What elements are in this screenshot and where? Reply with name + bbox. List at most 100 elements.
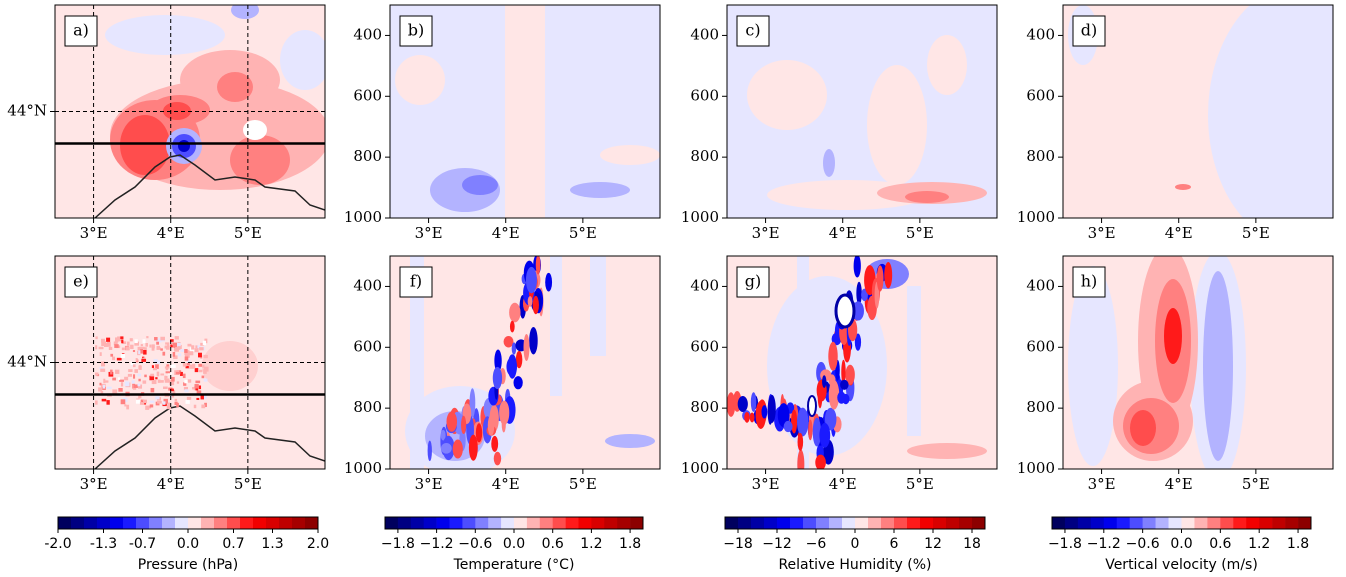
speckle	[101, 338, 105, 341]
speckle	[198, 363, 203, 367]
panel-frame	[389, 255, 661, 470]
y-tick-label: 400	[690, 276, 719, 294]
panel-frame	[726, 4, 998, 219]
colorbar-segment	[292, 517, 306, 529]
speckle	[135, 399, 141, 404]
field-d	[1063, 5, 1333, 218]
speckle	[487, 415, 495, 436]
x-tick-label: 3°E	[415, 224, 443, 242]
speckle	[175, 371, 181, 375]
colorbar-segment	[1259, 517, 1273, 529]
speckle	[182, 362, 187, 367]
speckle	[461, 415, 467, 435]
y-tick-label: 800	[353, 398, 382, 416]
colorbar-segment	[933, 517, 947, 529]
colorbar-segment	[1142, 517, 1156, 529]
speckle	[174, 336, 179, 340]
speckle	[171, 394, 175, 398]
speckle	[120, 353, 125, 358]
field-h	[1063, 256, 1333, 469]
colorbar-segment	[1077, 517, 1092, 529]
speckle	[112, 389, 118, 394]
speckle	[127, 373, 133, 377]
speckle	[165, 371, 171, 374]
field-f	[390, 256, 660, 469]
x-tick-label: 5°E	[569, 224, 597, 242]
speckle	[124, 404, 127, 407]
x-tick-label: 3°E	[415, 475, 443, 493]
speckle	[164, 375, 167, 381]
speckle	[117, 377, 121, 380]
colorbar-segment	[58, 517, 72, 529]
speckle	[196, 397, 200, 400]
speckle	[131, 380, 135, 384]
y-tick-label: 400	[353, 25, 382, 43]
y-tick-label: 600	[690, 337, 719, 355]
speckle	[160, 380, 164, 383]
speckle	[202, 364, 205, 368]
y-tick-label: 400	[690, 25, 719, 43]
speckle	[427, 440, 432, 462]
speckle	[162, 401, 166, 405]
speckle	[797, 407, 809, 437]
speckle	[133, 384, 138, 388]
speckle	[749, 412, 755, 423]
x-tick-label: 5°E	[569, 475, 597, 493]
speckle	[503, 335, 514, 348]
speckle	[817, 383, 823, 409]
speckle	[174, 398, 178, 402]
speckle	[509, 320, 515, 333]
speckle	[115, 369, 120, 374]
speckle	[173, 355, 178, 359]
field-g	[727, 256, 997, 469]
speckle	[103, 378, 106, 384]
speckle	[494, 349, 502, 373]
speckle	[856, 281, 862, 305]
speckle	[187, 343, 192, 347]
colorbar-segment	[462, 517, 476, 529]
speckle	[138, 350, 141, 355]
speckle	[132, 364, 136, 368]
speckle	[167, 402, 171, 408]
x-tick-label: 4°E	[492, 475, 520, 493]
colorbar-segment	[201, 517, 215, 529]
colorbar-segment	[123, 517, 137, 529]
colorbar-segment	[1103, 517, 1118, 529]
speckle	[156, 371, 160, 377]
colorbar-segment	[1285, 517, 1299, 529]
colorbar-tick-label: 0.6	[542, 536, 564, 552]
speckle	[196, 345, 201, 350]
x-tick-label: 4°E	[492, 224, 520, 242]
panel-label: h)	[1081, 272, 1098, 291]
speckle	[155, 364, 159, 369]
panel-label-box	[399, 15, 433, 47]
speckle	[203, 366, 209, 372]
y-tick-label: 1000	[1017, 208, 1055, 226]
y-tick-label: 1000	[344, 208, 382, 226]
speckle	[160, 348, 163, 351]
speckle	[135, 358, 138, 362]
colorbar-segment	[253, 517, 267, 529]
speckle	[196, 390, 202, 396]
speckle	[201, 404, 206, 409]
speckle	[110, 353, 114, 357]
panel-label: d)	[1081, 21, 1097, 40]
colorbar-segment	[488, 517, 502, 529]
speckle	[184, 348, 188, 353]
colorbar-segment	[71, 517, 85, 529]
speckle	[807, 395, 817, 417]
colorbar-segment	[501, 517, 515, 529]
speckle	[121, 339, 124, 344]
speckle	[202, 340, 207, 346]
colorbar-segment	[803, 517, 817, 529]
speckle	[151, 365, 155, 369]
speckle	[200, 342, 205, 346]
x-tick-label: 3°E	[752, 224, 780, 242]
colorbar-tick-label: −1.2	[1087, 536, 1121, 552]
colorbar-tick-label: 12	[924, 536, 942, 552]
speckle	[151, 380, 157, 385]
speckle	[153, 359, 158, 363]
colorbar-segment	[920, 517, 934, 529]
colorbar-label: Relative Humidity (%)	[778, 557, 931, 573]
colorbar-segment	[436, 517, 450, 529]
